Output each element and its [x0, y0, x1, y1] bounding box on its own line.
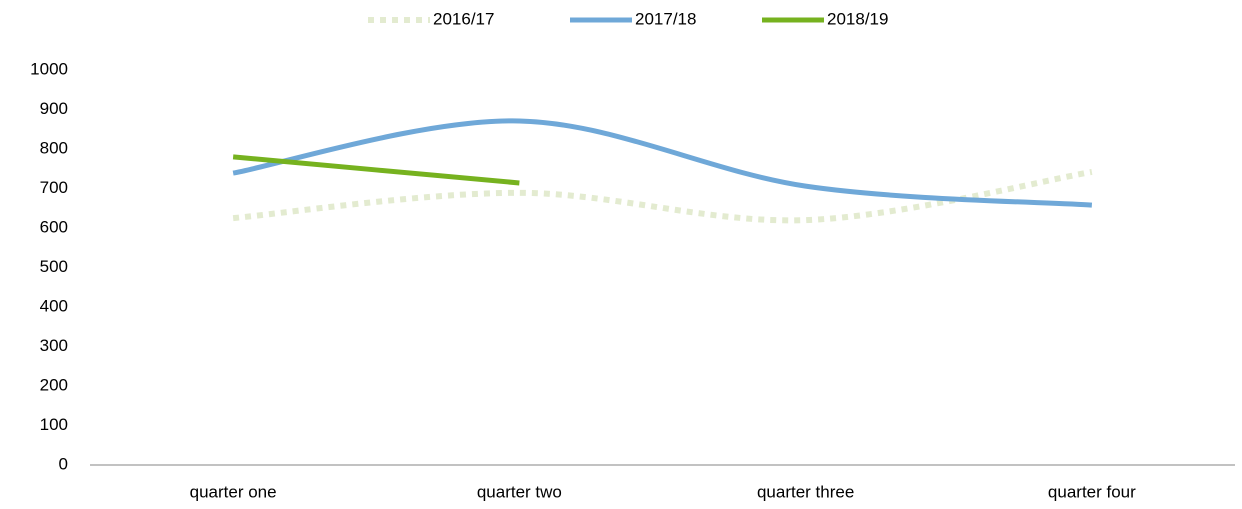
- x-tick-label: quarter one: [190, 482, 277, 501]
- y-tick-label: 900: [40, 99, 68, 118]
- x-tick-label: quarter two: [477, 482, 562, 501]
- y-tick-label: 400: [40, 296, 68, 315]
- series-line: [232, 154, 520, 186]
- y-tick-label: 0: [59, 454, 68, 473]
- y-tick-label: 300: [40, 336, 68, 355]
- legend-label: 2018/19: [827, 9, 888, 28]
- series-line: [232, 168, 1093, 224]
- legend-label: 2016/17: [433, 9, 494, 28]
- legend-label: 2017/18: [635, 9, 696, 28]
- x-tick-label: quarter four: [1048, 482, 1136, 501]
- y-tick-label: 800: [40, 138, 68, 157]
- y-tick-label: 600: [40, 217, 68, 236]
- y-tick-label: 500: [40, 257, 68, 276]
- y-tick-label: 100: [40, 415, 68, 434]
- y-tick-label: 1000: [30, 59, 68, 78]
- y-tick-label: 700: [40, 178, 68, 197]
- y-tick-label: 200: [40, 375, 68, 394]
- x-tick-label: quarter three: [757, 482, 854, 501]
- series-line: [232, 118, 1093, 208]
